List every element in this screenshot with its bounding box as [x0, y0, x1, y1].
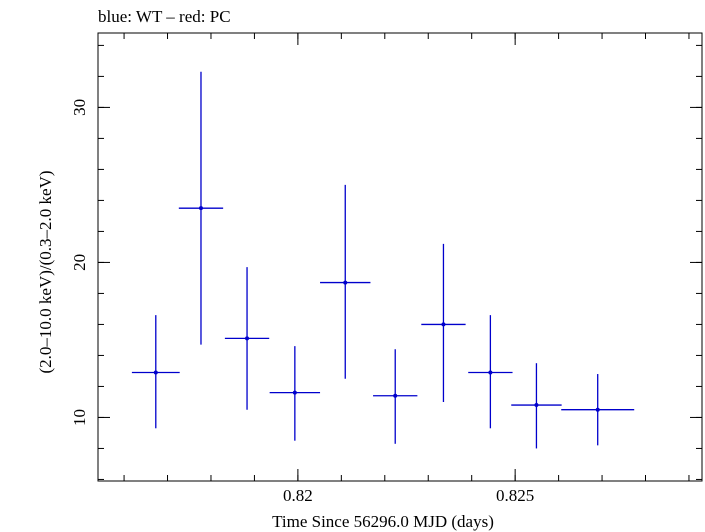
data-marker: [488, 370, 493, 375]
y-axis-label: (2.0–10.0 keV)/(0.3–2.0 keV): [36, 170, 55, 373]
data-series: [131, 71, 635, 449]
data-marker: [292, 390, 297, 395]
x-tick-label: 0.825: [496, 486, 534, 505]
y-tick-label: 30: [70, 99, 89, 116]
data-marker: [534, 403, 539, 408]
data-point: [561, 374, 635, 446]
data-marker: [595, 407, 600, 412]
x-axis-label: Time Since 56296.0 MJD (days): [272, 512, 494, 531]
x-axis: 0.82 0.825: [123, 33, 690, 505]
data-marker: [198, 206, 203, 211]
data-marker: [393, 393, 398, 398]
data-marker: [441, 322, 446, 327]
data-marker: [153, 370, 158, 375]
data-point: [224, 267, 270, 410]
data-marker: [245, 336, 250, 341]
data-point: [468, 315, 513, 429]
y-axis: 10 20 30: [70, 44, 702, 480]
data-point: [320, 184, 371, 379]
data-point: [269, 346, 321, 441]
plot-frame: [97, 32, 703, 482]
chart-title: blue: WT – red: PC: [98, 7, 231, 26]
y-tick-label: 10: [70, 409, 89, 426]
y-tick-label: 20: [70, 254, 89, 271]
data-point: [421, 243, 466, 402]
data-marker: [343, 280, 348, 285]
x-tick-label: 0.82: [283, 486, 313, 505]
data-point: [178, 71, 224, 345]
data-point: [511, 363, 562, 449]
data-point: [373, 349, 418, 444]
data-point: [131, 315, 180, 429]
